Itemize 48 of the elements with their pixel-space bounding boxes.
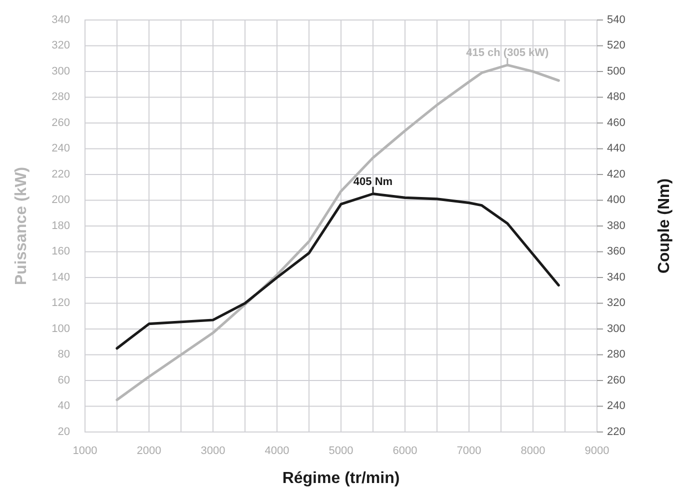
x-tick-label: 3000 — [200, 445, 226, 457]
y2-tick-label: 260 — [607, 374, 626, 386]
x-tick-label: 9000 — [584, 445, 610, 457]
y-tick-label: 260 — [52, 116, 70, 129]
y-tick-label: 320 — [52, 40, 70, 52]
y-tick-label: 220 — [52, 168, 70, 180]
x-axis-title: Régime (tr/min) — [282, 470, 400, 487]
y-tick-label: 160 — [52, 246, 70, 258]
y-tick-label: 120 — [52, 297, 70, 310]
y-tick-label: 340 — [52, 14, 70, 26]
y-axis-title: Puissance (kW) — [13, 166, 30, 286]
y-tick-label: 80 — [58, 348, 70, 361]
x-tick-label: 6000 — [392, 445, 418, 457]
y-tick-label: 100 — [52, 322, 70, 335]
y-tick-label: 140 — [52, 271, 70, 284]
y-tick-label: 300 — [52, 65, 70, 78]
y2-tick-label: 500 — [607, 65, 626, 78]
y2-tick-label: 300 — [607, 322, 626, 335]
y2-tick-label: 360 — [607, 246, 626, 258]
y-tick-label: 180 — [52, 220, 70, 232]
annotation: 405 Nm — [353, 176, 393, 188]
y2-tick-label: 420 — [607, 168, 626, 180]
y-tick-label: 40 — [58, 400, 70, 412]
y2-axis-title: Couple (Nm) — [656, 178, 673, 274]
y2-tick-label: 520 — [607, 40, 626, 52]
y-tick-label: 60 — [58, 374, 70, 386]
x-tick-label: 8000 — [520, 445, 546, 457]
y2-tick-label: 380 — [607, 220, 626, 232]
y2-tick-label: 280 — [607, 348, 626, 361]
x-tick-label: 7000 — [456, 445, 482, 457]
x-tick-label: 5000 — [328, 445, 354, 457]
y-tick-label: 240 — [52, 142, 70, 155]
x-tick-label: 2000 — [136, 445, 162, 457]
y2-tick-label: 400 — [607, 194, 626, 206]
y-tick-label: 280 — [52, 91, 70, 104]
annotation: 415 ch (305 kW) — [466, 47, 549, 60]
y-tick-label: 20 — [58, 426, 70, 438]
y2-tick-label: 440 — [607, 142, 626, 155]
y2-tick-label: 480 — [607, 91, 626, 104]
y2-tick-label: 460 — [607, 116, 626, 129]
y-tick-label: 200 — [52, 194, 70, 206]
y2-tick-label: 540 — [607, 14, 626, 26]
x-tick-label: 4000 — [264, 445, 290, 457]
y2-tick-label: 320 — [607, 297, 626, 310]
y2-tick-label: 340 — [607, 271, 626, 284]
y2-tick-label: 220 — [607, 426, 626, 438]
x-tick-label: 1000 — [72, 445, 98, 457]
y2-tick-label: 240 — [607, 400, 626, 412]
